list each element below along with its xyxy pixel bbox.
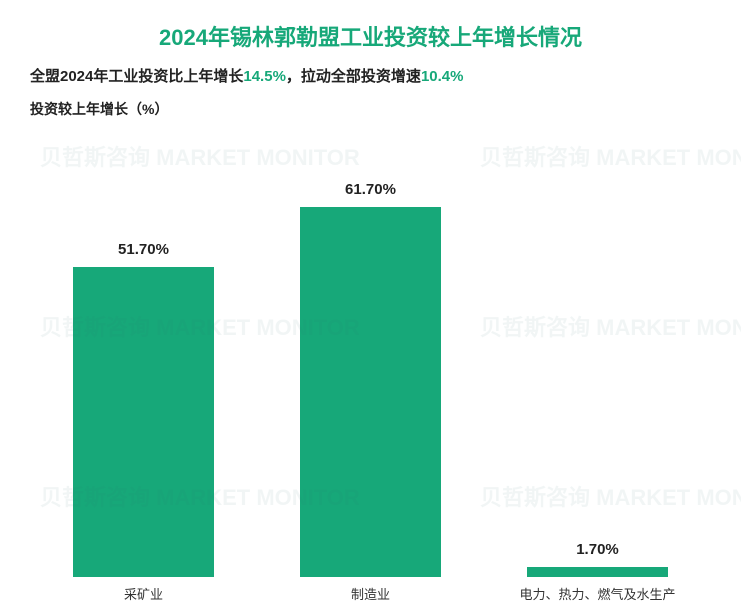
bar-value-label-1: 61.70% bbox=[345, 181, 396, 198]
plot-area: 51.70% 61.70% 1.70% bbox=[30, 127, 711, 578]
category-label-0: 采矿业 bbox=[30, 584, 257, 603]
bar-group-1: 61.70% bbox=[257, 157, 484, 577]
bar-value-label-2: 1.70% bbox=[576, 541, 619, 558]
bar-value-label-0: 51.70% bbox=[118, 241, 169, 258]
category-label-2: 电力、热力、燃气及水生产 bbox=[484, 584, 711, 603]
y-axis-label: 投资较上年增长（%） bbox=[30, 99, 711, 119]
chart-subtitle: 全盟2024年工业投资比上年增长14.5%，拉动全部投资增速10.4% bbox=[30, 66, 711, 87]
bar-group-2: 1.70% bbox=[484, 157, 711, 577]
bar-wrap: 51.70% bbox=[30, 157, 257, 577]
subtitle-text-1: 全盟2024年工业投资比上年增长 bbox=[30, 68, 243, 85]
subtitle-value-1: 14.5% bbox=[243, 68, 286, 85]
bar-group-0: 51.70% bbox=[30, 157, 257, 577]
category-label-1: 制造业 bbox=[257, 584, 484, 603]
bar-2: 1.70% bbox=[527, 567, 668, 577]
bar-1: 61.70% bbox=[300, 207, 441, 577]
subtitle-value-2: 10.4% bbox=[421, 68, 464, 85]
chart-container: 2024年锡林郭勒盟工业投资较上年增长情况 全盟2024年工业投资比上年增长14… bbox=[0, 0, 741, 613]
chart-title: 2024年锡林郭勒盟工业投资较上年增长情况 bbox=[30, 20, 711, 52]
bar-0: 51.70% bbox=[73, 267, 214, 577]
x-axis: 采矿业 制造业 电力、热力、燃气及水生产 bbox=[30, 584, 711, 603]
subtitle-text-2: ，拉动全部投资增速 bbox=[286, 68, 421, 85]
bar-wrap: 1.70% bbox=[484, 157, 711, 577]
bar-wrap: 61.70% bbox=[257, 157, 484, 577]
